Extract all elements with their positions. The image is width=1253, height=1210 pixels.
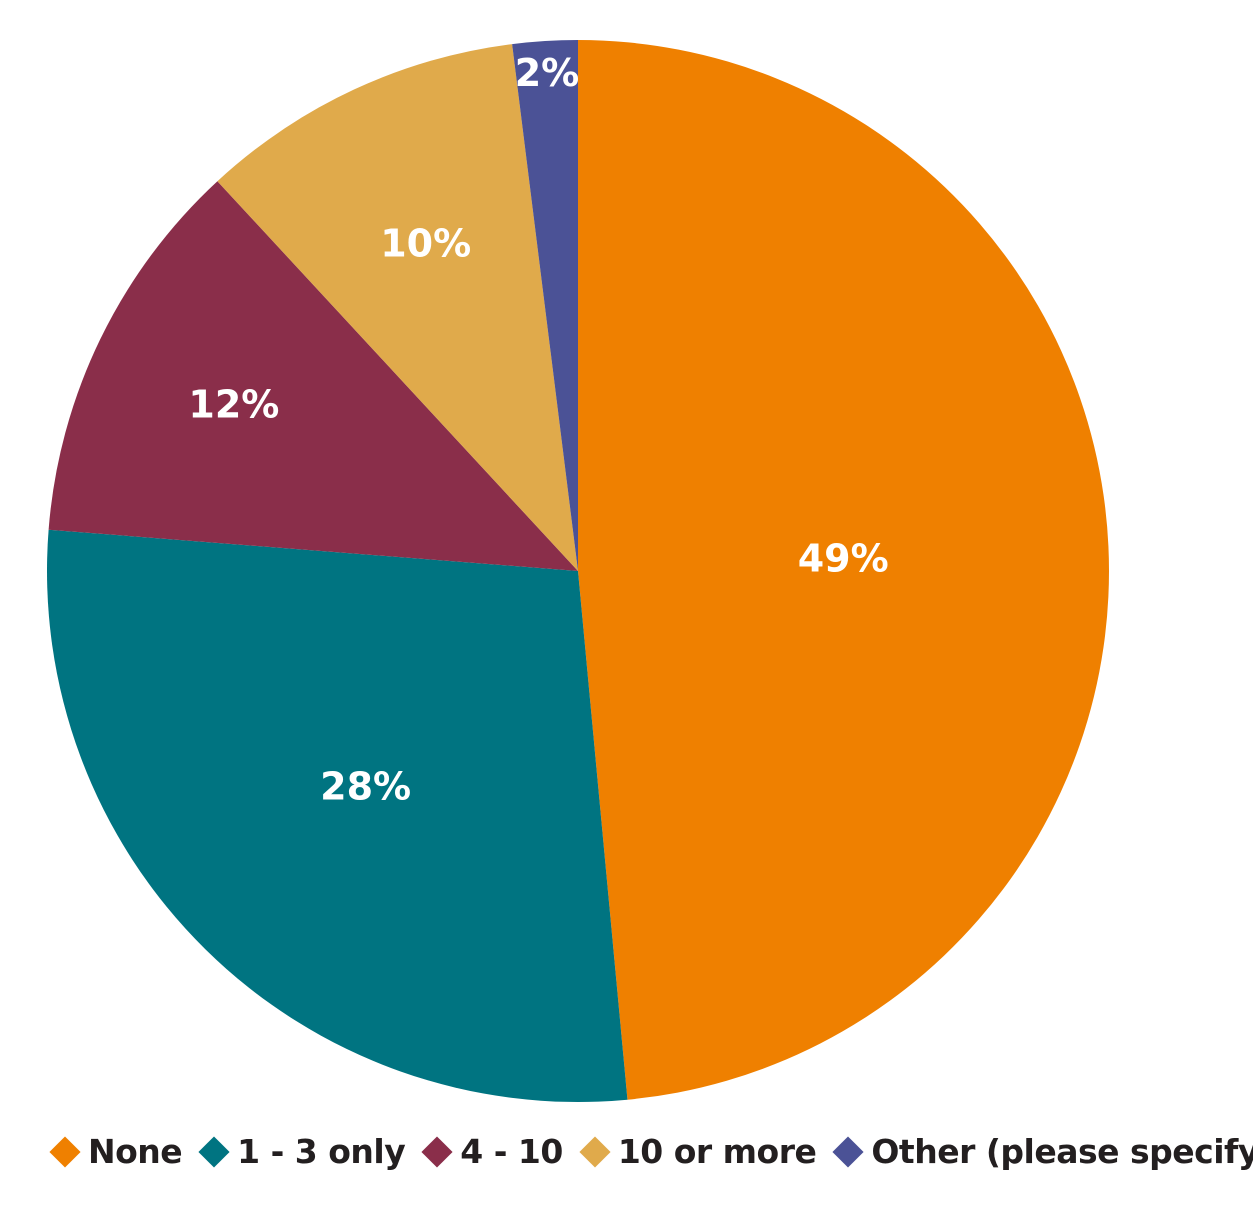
data-label-10-or-more: 10%	[380, 222, 471, 266]
legend: None 1 - 3 only 4 - 10 10 or more Other (ple…	[47, 1132, 1253, 1171]
legend-label: 10 or more	[617, 1132, 817, 1171]
legend-label: 4 - 10	[460, 1132, 563, 1171]
pie-chart: 49% 28% 12% 10% 2%	[46, 40, 1109, 1102]
pie-slices	[46, 40, 1109, 1102]
legend-item-none: None	[47, 1132, 183, 1171]
legend-item-1-3-only: 1 - 3 only	[196, 1132, 406, 1171]
legend-item-10-or-more: 10 or more	[577, 1132, 817, 1171]
data-label-1-3-only: 28%	[320, 765, 411, 809]
pie-slice-labels: 49% 28% 12% 10% 2%	[188, 51, 888, 809]
legend-swatch-diamond-icon	[198, 1135, 230, 1168]
data-label-other-please-specify: 2%	[515, 51, 580, 95]
data-label-none: 49%	[798, 537, 889, 581]
legend-label: Other (please specify)	[871, 1132, 1253, 1171]
legend-label: 1 - 3 only	[237, 1132, 406, 1171]
data-label-4-10: 12%	[188, 382, 279, 426]
pie-slice-10-or-more	[217, 44, 579, 572]
pie-slice-4-10	[48, 181, 578, 572]
legend-item-other-please-specify: Other (please specify)	[830, 1132, 1253, 1171]
legend-label: None	[88, 1132, 183, 1171]
pie-slice-1-3-only	[46, 529, 628, 1102]
legend-swatch-diamond-icon	[421, 1135, 453, 1168]
legend-item-4-10: 4 - 10	[419, 1132, 563, 1171]
pie-slice-none	[578, 40, 1109, 1100]
legend-swatch-diamond-icon	[832, 1135, 864, 1168]
pie-slice-other-please-specify	[512, 40, 578, 571]
legend-swatch-diamond-icon	[579, 1135, 611, 1168]
legend-swatch-diamond-icon	[49, 1135, 81, 1168]
